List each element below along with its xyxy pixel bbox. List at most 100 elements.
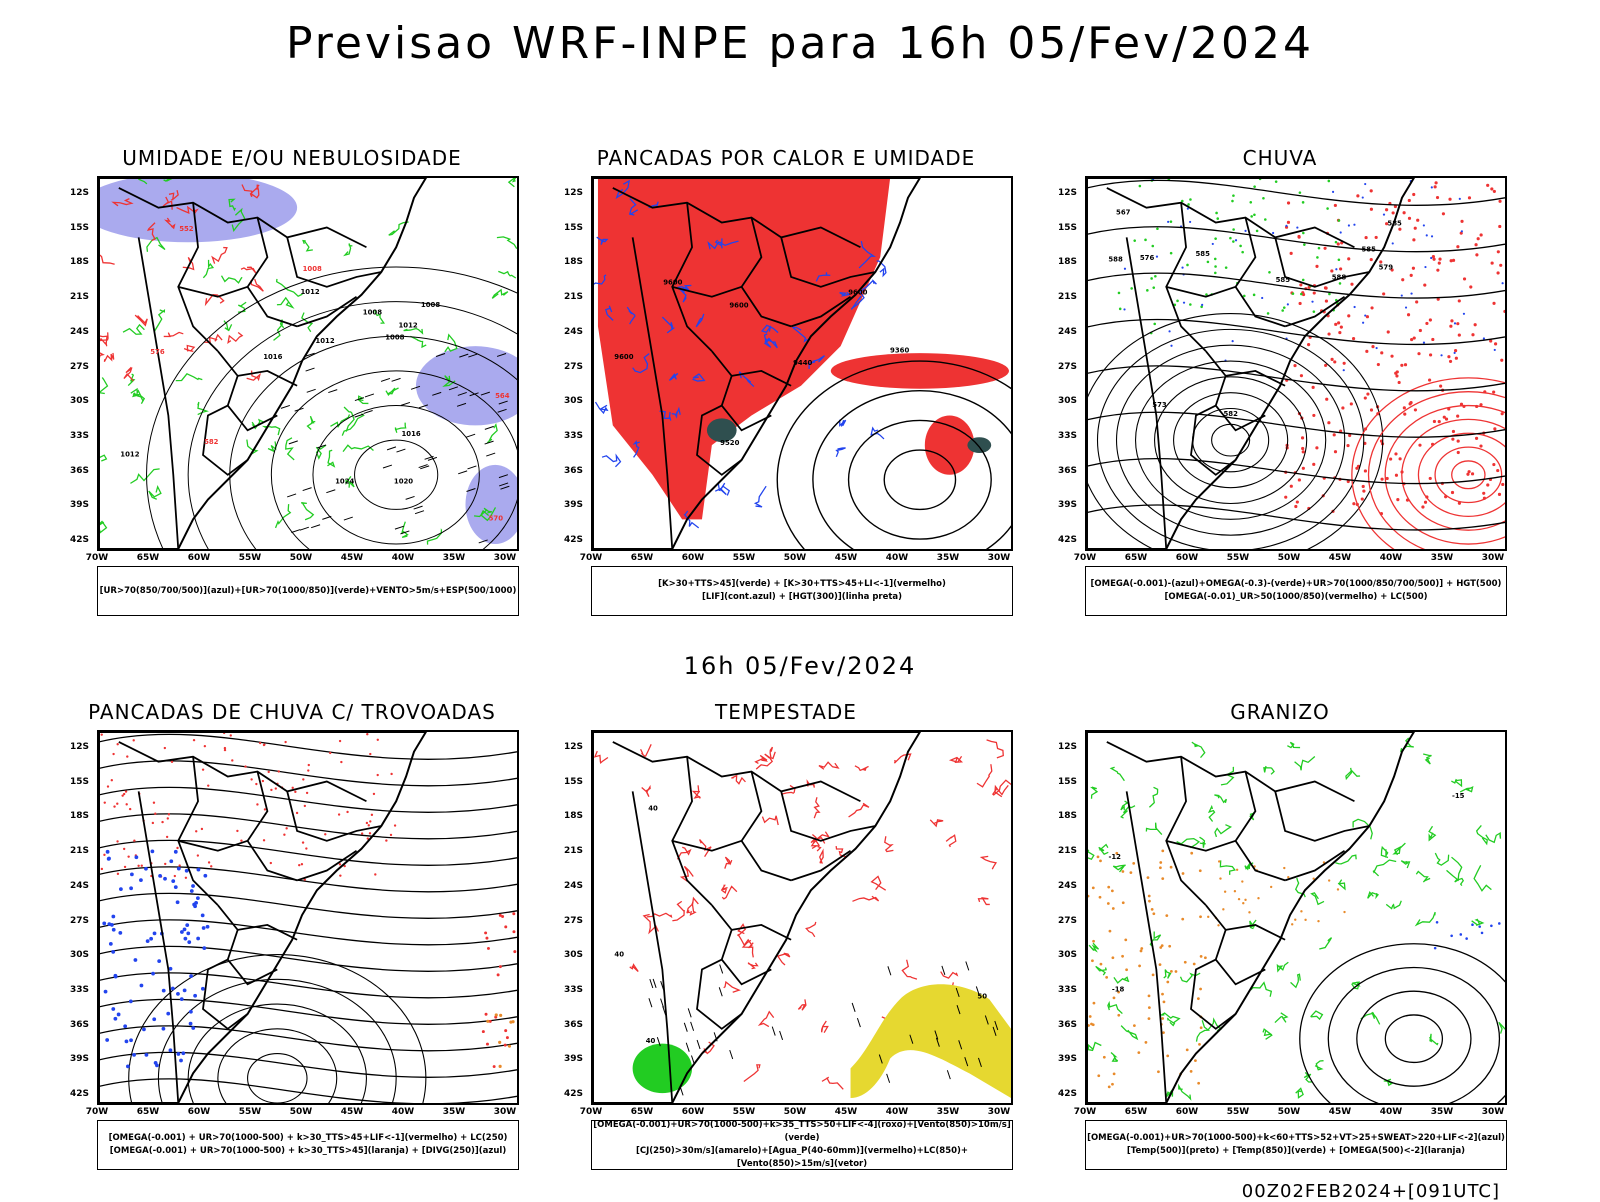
- thunderstorm-red-cell: [338, 863, 342, 866]
- contour-label: -12: [1108, 853, 1121, 861]
- rain-red-cell: [1407, 216, 1412, 220]
- rain-red-cell: [1297, 478, 1301, 482]
- panel-tempestade: TEMPESTADE 12S 15S 18S 21S 24S 27S 30S 33S 36S 39S…: [546, 700, 1026, 1170]
- divergence-blue-cell: [133, 958, 138, 962]
- contour-label: 1024: [335, 477, 354, 485]
- rain-red-cell: [1457, 299, 1461, 303]
- rain-green-cell: [1291, 292, 1295, 295]
- state-border: [286, 237, 382, 288]
- state-border: [237, 369, 298, 387]
- precipitable-water-contour: [884, 836, 894, 853]
- rain-green-cell: [1150, 277, 1153, 280]
- thunderstorm-red-cell: [210, 865, 213, 868]
- humidity-lower-contour: [491, 288, 509, 299]
- coastline: [1087, 732, 1416, 1103]
- panel-title: TEMPESTADE: [715, 700, 857, 724]
- temp850-contour: [1294, 877, 1306, 898]
- hail-blue-cell: [1498, 922, 1501, 925]
- thickness-contour: [241, 184, 258, 197]
- lifted-index-contour: [601, 453, 622, 468]
- humidity-lower-contour: [315, 444, 327, 460]
- precipitable-water-contour: [797, 999, 807, 1011]
- wind-vector: [326, 489, 336, 494]
- omega500-orange-cell: [1111, 956, 1115, 960]
- divergence-blue-cell: [183, 936, 188, 941]
- contour-label: 9600: [663, 278, 682, 286]
- rain-blue-cell: [1453, 322, 1457, 325]
- thunderstorm-red-cell: [283, 833, 286, 836]
- lat-tick-label: 12S: [1058, 188, 1078, 198]
- divergence-blue-cell: [179, 1058, 183, 1063]
- wind-vector: [498, 474, 509, 479]
- thunderstorm-red-cell: [492, 1065, 496, 1069]
- rain-green-cell: [1232, 194, 1235, 197]
- divergence-blue-cell: [123, 1024, 128, 1029]
- lat-tick-label: 33S: [564, 430, 584, 441]
- divergence-blue-cell: [142, 1027, 146, 1032]
- rain-red-cell: [1412, 238, 1416, 242]
- thunderstorm-red-cell: [505, 1036, 509, 1040]
- omega500-orange-cell: [1106, 902, 1110, 905]
- thunderstorm-red-cell: [277, 770, 280, 773]
- rain-red-cell: [1390, 354, 1394, 358]
- omega500-orange-cell: [1207, 915, 1210, 919]
- humidity-lower-contour: [130, 387, 146, 404]
- rain-red-cell: [1390, 268, 1394, 272]
- thunderstorm-red-cell: [240, 839, 243, 842]
- wind850-vector: [648, 998, 653, 1008]
- state-border: [118, 741, 367, 803]
- coastline: [593, 732, 922, 1103]
- lon-tick-label: 70W: [1073, 1107, 1097, 1117]
- lifted-index-contour: [870, 426, 885, 440]
- rain-red-cell: [1454, 348, 1458, 353]
- rain-red-cell: [1413, 408, 1418, 412]
- omega500-orange-cell: [1162, 1031, 1165, 1035]
- lat-tick-label: 39S: [564, 1054, 584, 1065]
- rain-red-cell: [1363, 469, 1367, 473]
- omega500-orange-cell: [1257, 897, 1260, 900]
- streamline-250: [99, 892, 517, 919]
- wind850-vector: [887, 966, 892, 976]
- precipitable-water-contour: [776, 952, 791, 966]
- lat-tick-label: 21S: [70, 292, 90, 303]
- thunderstorm-red-cell: [154, 812, 157, 815]
- rain-red-cell: [1395, 374, 1399, 378]
- thunderstorm-red-cell: [504, 925, 508, 929]
- rain-red-cell: [1492, 390, 1496, 394]
- state-border: [1106, 187, 1355, 249]
- temp850-contour: [1113, 976, 1130, 984]
- divergence-blue-cell: [205, 924, 210, 929]
- rain-blue-cell: [1501, 282, 1504, 285]
- temp850-contour: [1337, 879, 1346, 891]
- wind-vector: [486, 452, 496, 457]
- lat-tick-label: 27S: [1058, 361, 1078, 372]
- temp850-contour: [1214, 824, 1233, 838]
- wind-vector: [380, 377, 391, 382]
- streamline-250: [99, 1051, 517, 1078]
- precipitable-water-contour: [769, 746, 776, 760]
- temp500-contour: [1356, 990, 1472, 1087]
- rain-green-cell: [1241, 250, 1244, 254]
- wind-vector: [484, 440, 494, 445]
- precipitable-water-contour: [929, 819, 944, 828]
- lifted-index-contour: [677, 284, 692, 293]
- divergence-blue-cell: [150, 849, 155, 854]
- thunderstorm-red-cell: [366, 733, 369, 736]
- temp850-contour: [1434, 852, 1450, 866]
- rain-red-cell: [1396, 498, 1400, 502]
- rain-red-cell: [1412, 336, 1416, 340]
- rain-blue-cell: [1400, 294, 1403, 297]
- precipitable-water-contour: [854, 765, 869, 772]
- thickness-contour: [99, 351, 105, 363]
- divergence-blue-cell: [176, 866, 181, 871]
- lifted-index-contour: [661, 316, 676, 334]
- rain-red-cell: [1298, 301, 1302, 306]
- streamline-250: [187, 1003, 367, 1103]
- thickness-contour: [240, 266, 257, 274]
- precipitable-water-contour: [754, 754, 769, 764]
- divergence-blue-cell: [189, 889, 194, 893]
- omega500-orange-cell: [1161, 992, 1164, 996]
- temp850-contour: [1290, 973, 1301, 989]
- rain-red-cell: [1457, 501, 1461, 505]
- rain-red-cell: [1403, 363, 1408, 367]
